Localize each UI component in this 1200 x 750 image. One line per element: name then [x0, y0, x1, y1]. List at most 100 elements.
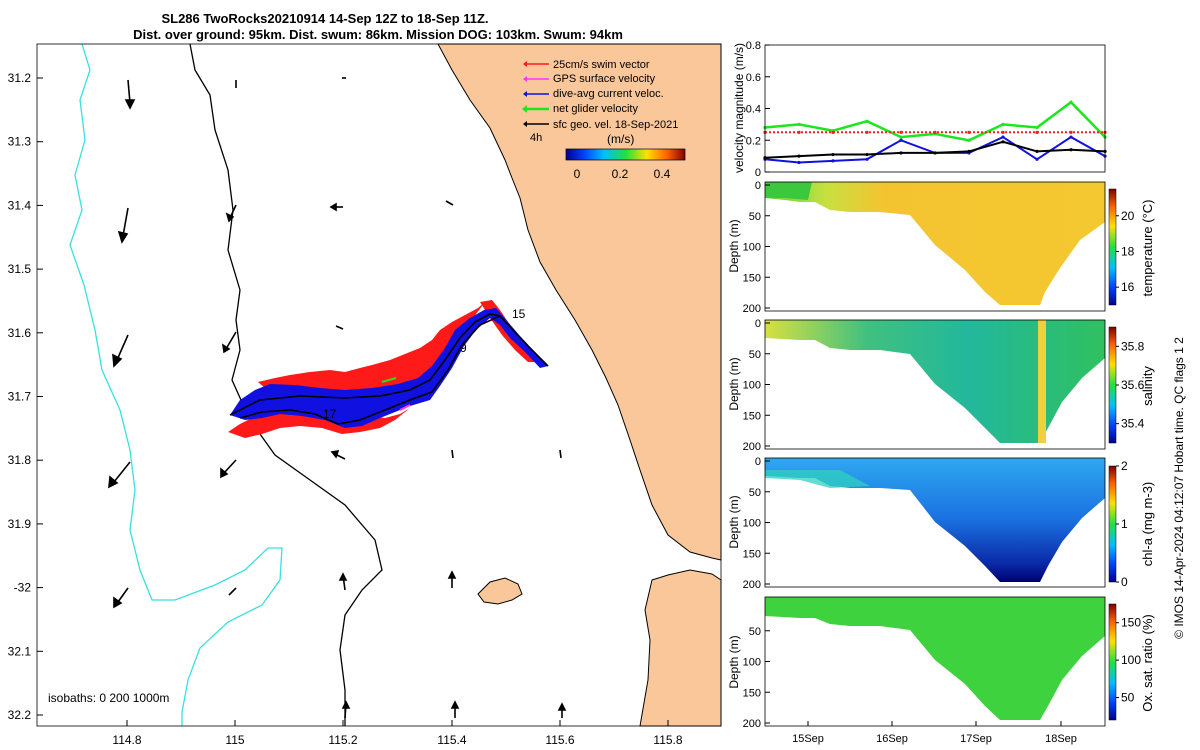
arrow [112, 334, 129, 368]
series-point [1035, 125, 1039, 130]
map-xtick-label: 114.8 [112, 733, 141, 747]
series-point [933, 130, 937, 134]
legend-gps: GPS surface velocity [553, 73, 656, 85]
series-point [797, 154, 801, 158]
legend-net: net glider velocity [553, 103, 638, 115]
colorbar-tick-label: 16 [1121, 280, 1135, 294]
date-xtick-label: 17Sep [960, 733, 992, 745]
map-colorbar-tick: 0.2 [612, 167, 629, 181]
velocity-ylabel: velocity magnitude (m/s) [732, 43, 746, 173]
track-label-9: 9 [460, 341, 467, 355]
map-ytick-label: 31.9 [8, 517, 32, 531]
depth-ytick-label: 100 [743, 518, 761, 530]
depth-ytick-label: 200 [743, 579, 761, 591]
map-xtick-label: 115.2 [328, 733, 357, 747]
series-point [865, 152, 869, 157]
velocity-ytick-label: 0.2 [746, 135, 761, 147]
series-point [899, 151, 903, 155]
arrow [228, 587, 237, 596]
depth-ytick-label: 100 [743, 657, 761, 669]
depth-ytick-label: 0 [755, 318, 761, 330]
date-xtick-label: 15Sep [792, 733, 824, 745]
colorbar-tick-label: 1 [1121, 517, 1128, 531]
temperature-colorbar-label: temperature (°C) [1140, 200, 1155, 297]
arrow [450, 700, 460, 718]
salinity-colorbar [1108, 326, 1117, 444]
colorbar-tick-label: 35.8 [1121, 339, 1145, 353]
arrow [341, 700, 351, 719]
series-point [899, 130, 903, 134]
chl-colorbar-label: chl-a (mg m-3) [1140, 482, 1155, 567]
arrow [559, 449, 562, 459]
map-ytick-label: 31.6 [8, 326, 32, 340]
legend-arrowhead [523, 121, 527, 127]
arrow [117, 207, 129, 244]
legend-arrowhead [523, 76, 527, 82]
velocity-ytick-label: 0 [755, 167, 761, 179]
legend-arrowhead [522, 105, 527, 113]
series-point [1069, 130, 1073, 134]
title-line-1: SL286 TwoRocks20210914 14-Sep 12Z to 18-… [161, 11, 488, 26]
oxygen-field [765, 597, 1105, 720]
chl-colorbar [1108, 465, 1117, 583]
series-point [967, 149, 971, 153]
depth-ytick-label: 0 [755, 180, 761, 192]
arrow [220, 459, 237, 479]
map-xtick-label: 115 [225, 733, 244, 747]
temperature-field [765, 182, 1105, 305]
salinity-axes: 0 50 100 150 200 [743, 318, 770, 453]
track-line [229, 313, 549, 425]
map-ytick-label: 31.3 [8, 135, 32, 149]
oxygen-panel: 50 100 150 200 15Sep 16Sep 17Sep 18Sep Depth (m… [727, 596, 1155, 745]
map-panel: 15 9 17 25cm/s swim vector GPS surface v… [8, 43, 722, 747]
series-point [899, 138, 903, 142]
arrow [329, 202, 343, 212]
net-glider-vectors [381, 377, 397, 383]
series-point [797, 160, 801, 165]
depth-ytick-label: 200 [743, 303, 761, 315]
gps-vectors [399, 404, 411, 411]
depth-ytick-label: 200 [743, 718, 761, 730]
series-point [967, 130, 971, 134]
legend-sfc: sfc geo. vel. 18-Sep-2021 [553, 119, 678, 131]
arrow [221, 331, 237, 354]
map-colorbar-tick: 0.4 [654, 167, 671, 181]
depth-ytick-label: 50 [749, 487, 761, 499]
map-frame [36, 43, 722, 727]
legend-arrowhead [523, 91, 527, 97]
depth-ytick-label: 50 [749, 626, 761, 638]
arrow [225, 204, 237, 223]
temperature-colorbar [1108, 188, 1117, 306]
series-point [899, 135, 903, 139]
velocity-ytick-label: 0.6 [746, 72, 761, 84]
map-ytick-label: 32.1 [8, 644, 32, 658]
legend-dive: dive-avg current veloc. [553, 88, 664, 100]
series-point [1001, 140, 1005, 144]
series-point [865, 119, 869, 123]
depth-ytick-label: 150 [743, 272, 761, 284]
map-xtick-label: 115.4 [437, 733, 466, 747]
map-ytick-label: 31.2 [8, 71, 32, 85]
map-ytick-label: 32.2 [8, 708, 32, 722]
series-point [831, 152, 835, 157]
oxygen-ylabel: Depth (m) [727, 635, 741, 688]
series-point [865, 130, 869, 134]
salinity-high-stripe [1038, 320, 1046, 443]
series-point [1069, 135, 1073, 139]
map-ytick-label: 31.8 [8, 453, 32, 467]
series-point [1001, 130, 1005, 134]
glider-track: 15 9 17 [228, 300, 549, 438]
colorbar-tick-label: 2 [1121, 459, 1128, 473]
arrow [113, 587, 129, 609]
arrow [447, 570, 457, 588]
depth-ytick-label: 50 [749, 349, 761, 361]
temperature-colorbar-ticks: 16 18 20 [1116, 209, 1135, 294]
arrow [557, 702, 567, 718]
colorbar-tick-label: 35.4 [1121, 417, 1145, 431]
map-ytick-label: 31.4 [8, 198, 32, 212]
colorbar-tick-label: 150 [1121, 616, 1141, 630]
chl-surface-green [765, 470, 870, 488]
oxygen-colorbar [1108, 603, 1117, 721]
depth-ytick-label: 100 [743, 380, 761, 392]
